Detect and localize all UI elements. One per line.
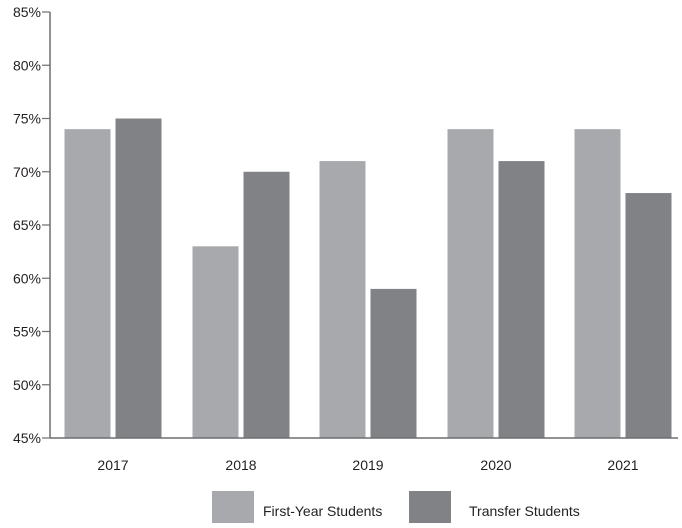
y-tick-label: 50% — [13, 377, 41, 393]
x-tick-label: 2021 — [607, 457, 638, 473]
x-tick-label: 2019 — [352, 457, 383, 473]
y-tick-label: 70% — [13, 164, 41, 180]
y-tick-label: 55% — [13, 324, 41, 340]
legend-label-transfer: Transfer Students — [469, 503, 580, 519]
y-tick-label: 80% — [13, 57, 41, 73]
bar-transfer-2017 — [115, 118, 162, 438]
bar-first-year-2017 — [64, 129, 111, 438]
x-axis-labels: 2017 2018 2019 2020 2021 — [97, 457, 638, 473]
x-tick-label: 2017 — [97, 457, 128, 473]
bar-transfer-2018 — [243, 171, 290, 438]
y-tick-label: 60% — [13, 270, 41, 286]
y-axis-ticks: 45% 50% 55% 60% 65% 70% 75% 80% 85% — [13, 4, 50, 446]
bar-first-year-2020 — [447, 129, 494, 438]
bar-transfer-2021 — [625, 193, 672, 438]
y-tick-label: 65% — [13, 217, 41, 233]
legend-swatch-first-year — [212, 491, 254, 523]
legend-label-first-year: First-Year Students — [263, 503, 382, 519]
x-tick-label: 2018 — [225, 457, 256, 473]
bar-first-year-2021 — [574, 129, 621, 438]
y-tick-label: 85% — [13, 4, 41, 20]
bar-transfer-2020 — [498, 161, 545, 438]
legend-swatch-transfer — [409, 491, 451, 523]
bar-transfer-2019 — [370, 288, 417, 438]
legend: First-Year Students Transfer Students — [212, 491, 580, 523]
axes — [49, 12, 678, 439]
x-tick-label: 2020 — [480, 457, 511, 473]
bar-first-year-2019 — [319, 161, 366, 438]
bar-first-year-2018 — [192, 246, 239, 438]
y-tick-label: 45% — [13, 430, 41, 446]
bars-group — [64, 118, 672, 438]
y-tick-label: 75% — [13, 111, 41, 127]
